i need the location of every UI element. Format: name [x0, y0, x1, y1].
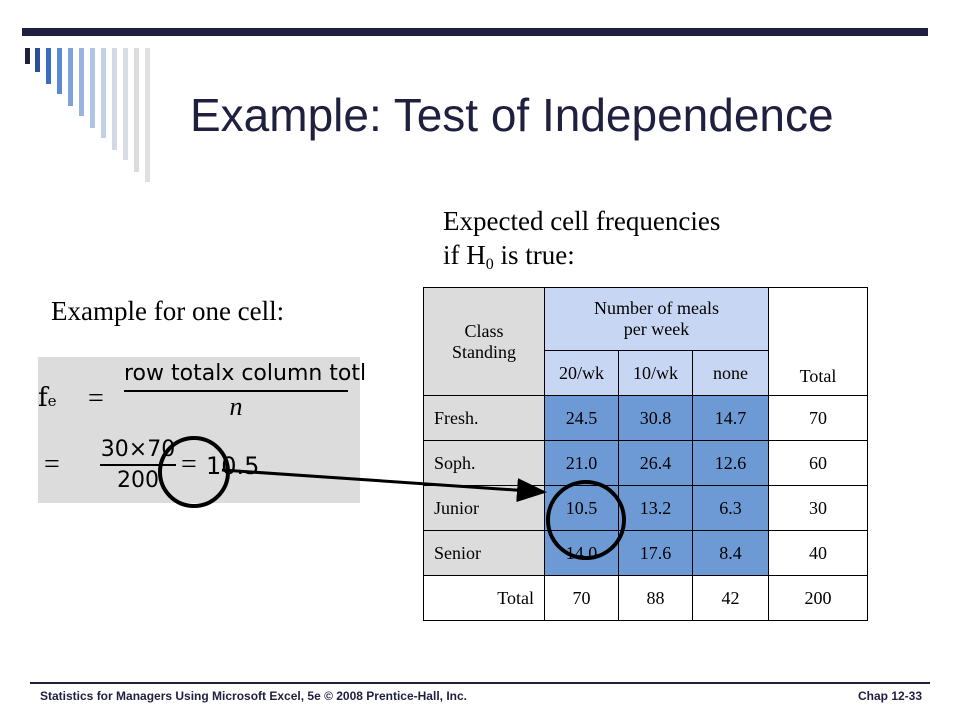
table-cell: 30.8 — [618, 395, 693, 441]
cell-highlight-circle — [546, 480, 626, 560]
top-bar — [22, 28, 928, 36]
one-cell-label: Example for one cell: — [51, 296, 285, 326]
formula-lhs: fe — [38, 383, 57, 413]
footer-page-number: Chap 12-33 — [858, 689, 923, 703]
table-cell: 17.6 — [618, 530, 693, 576]
column-total: 88 — [618, 575, 693, 621]
column-total: 70 — [544, 575, 619, 621]
formula-denominator: n — [229, 392, 243, 421]
meals-per-week-header: Number of meals per week — [544, 287, 769, 351]
formula-equals-1: = — [88, 383, 104, 414]
table-cell: 12.6 — [692, 440, 769, 486]
table-row: Fresh. 24.5 30.8 14.7 70 — [423, 395, 868, 441]
formula-equals-2: = — [44, 449, 60, 480]
expected-heading-line2: if H0 is true: — [443, 240, 575, 273]
result-highlight-circle — [158, 436, 230, 508]
row-total: 70 — [768, 395, 868, 441]
class-standing-header: Class Standing — [423, 287, 545, 396]
col-header-10wk: 10/wk — [618, 350, 693, 396]
col-header-20wk: 20/wk — [544, 350, 619, 396]
table-cell: 26.4 — [618, 440, 693, 486]
table-cell: 21.0 — [544, 440, 619, 486]
column-total: 42 — [692, 575, 769, 621]
expected-heading-line1: Expected cell frequencies — [443, 206, 721, 236]
footer-divider — [30, 682, 930, 684]
totals-row: Total 70 88 42 200 — [423, 575, 868, 621]
expected-frequencies-heading: Expected cell frequencies if H0 is true: — [443, 204, 720, 282]
row-label: Senior — [423, 530, 545, 576]
table-row: Soph. 21.0 26.4 12.6 60 — [423, 440, 868, 486]
row-label: Soph. — [423, 440, 545, 486]
table-cell: 24.5 — [544, 395, 619, 441]
table-cell: 8.4 — [692, 530, 769, 576]
row-total: 30 — [768, 485, 868, 531]
formula-numeric-denominator: 200 — [117, 468, 159, 493]
expected-frequencies-table: Class Standing Number of meals per week … — [423, 287, 868, 621]
formula-fraction: row totalx column totl n — [124, 361, 366, 422]
row-label: Fresh. — [423, 395, 545, 441]
total-column-header: Total — [768, 287, 868, 396]
table-cell: 14.7 — [692, 395, 769, 441]
totals-row-label: Total — [423, 575, 545, 621]
slide-title: Example: Test of Independence — [190, 89, 834, 141]
grand-total: 200 — [768, 575, 868, 621]
col-header-none: none — [692, 350, 769, 396]
formula-numerator: row totalx column totl — [124, 361, 366, 392]
footer-source: Statistics for Managers Using Microsoft … — [40, 689, 467, 703]
